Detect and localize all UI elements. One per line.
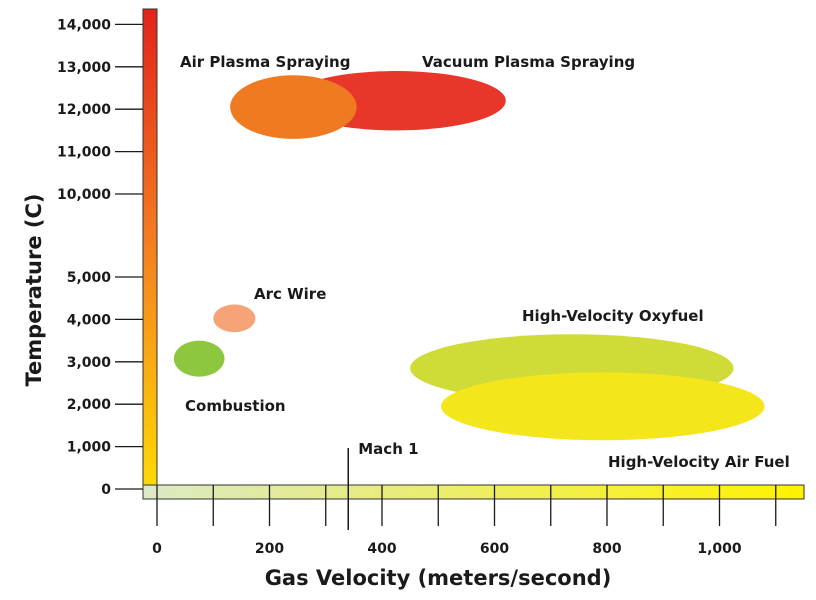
region-arc-wire <box>213 304 256 333</box>
x-axis-tick-labels: 0 200 400 600 800 1,000 <box>152 541 742 557</box>
x-axis-bar <box>142 484 805 500</box>
x-tick-label: 200 <box>255 541 284 557</box>
x-tick-label: 600 <box>480 541 509 557</box>
y-tick-label: 14,000 <box>57 17 111 33</box>
region-high-velocity-air-fuel <box>441 372 765 441</box>
label-arc-wire: Arc Wire <box>254 285 326 303</box>
y-tick-label: 11,000 <box>57 145 111 161</box>
y-tick-label: 12,000 <box>57 102 111 118</box>
label-high-velocity-air-fuel: High-Velocity Air Fuel <box>608 453 790 471</box>
y-axis-tick-labels: 0 1,000 2,000 3,000 4,000 5,000 10,000 11,000 12… <box>57 17 111 498</box>
y-tick-label: 10,000 <box>57 187 111 203</box>
y-tick-label: 5,000 <box>67 270 112 286</box>
y-tick-label: 2,000 <box>67 397 112 413</box>
y-tick-label: 13,000 <box>57 60 111 76</box>
y-tick-label: 4,000 <box>67 312 112 328</box>
x-tick-label: 800 <box>592 541 621 557</box>
y-tick-label: 1,000 <box>67 440 112 456</box>
x-tick-label: 400 <box>367 541 396 557</box>
process-regions <box>173 71 765 441</box>
x-axis-title: Gas Velocity (meters/second) <box>265 566 612 590</box>
region-combustion <box>173 340 225 377</box>
label-vacuum-plasma-spraying: Vacuum Plasma Spraying <box>422 53 635 71</box>
label-high-velocity-oxyfuel: High-Velocity Oxyfuel <box>522 307 704 325</box>
x-tick-label: 0 <box>152 541 162 557</box>
region-air-plasma-spraying <box>230 75 357 139</box>
mach-1-label: Mach 1 <box>358 440 418 458</box>
y-axis-title: Temperature (C) <box>22 194 46 387</box>
label-air-plasma-spraying: Air Plasma Spraying <box>180 53 350 71</box>
y-axis-ticks <box>115 23 143 490</box>
y-axis-bar <box>142 8 158 500</box>
y-tick-label: 3,000 <box>67 355 112 371</box>
y-tick-label: 0 <box>101 482 111 498</box>
x-tick-label: 1,000 <box>697 541 742 557</box>
label-combustion: Combustion <box>185 397 286 415</box>
x-axis-ticks <box>156 485 777 526</box>
